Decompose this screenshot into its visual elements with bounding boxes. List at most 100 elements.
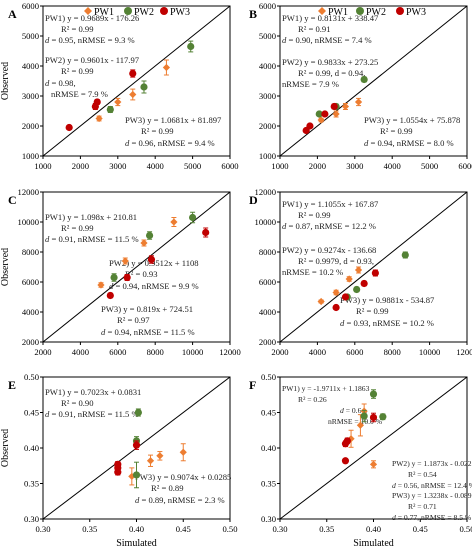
panel-letter: F xyxy=(249,378,256,392)
regression-annotation: d = 0.77, nRMSE = 8.5 % xyxy=(392,513,472,522)
point-pw3 xyxy=(65,123,73,132)
point-pw3 xyxy=(343,437,351,445)
regression-annotation: PW1) y = 1.098x + 210.81 xyxy=(45,212,137,222)
point-pw1 xyxy=(128,472,136,480)
legend-label-pw3: PW3 xyxy=(170,7,190,18)
y-tick-label: 0.50 xyxy=(261,372,276,382)
y-tick-label: 4000 xyxy=(259,61,276,71)
plot-frame xyxy=(42,191,231,343)
point-pw3 xyxy=(332,303,340,312)
regression-annotation: d = 0.91, nRMSE = 11.5 % xyxy=(45,234,139,244)
regression-annotation: PW2) y = 1.1873x - 0.0221 xyxy=(392,459,472,468)
x-tick-label: 1000 xyxy=(271,161,288,171)
point-pw3 xyxy=(93,98,101,106)
x-tick-label: 5000 xyxy=(184,161,201,171)
regression-annotation: d = 0.64, xyxy=(340,406,367,415)
regression-annotation: d = 0.90, nRMSE = 7.4 % xyxy=(282,35,372,45)
x-tick-label: 4000 xyxy=(309,347,326,357)
regression-annotation: PW1) y = 0.9689x - 176.26 xyxy=(45,13,140,23)
point-pw2 xyxy=(106,105,114,114)
y-tick-label: 0.40 xyxy=(261,443,276,453)
x-tick-label: 10000 xyxy=(182,347,203,357)
plot-frame xyxy=(42,5,231,157)
x-tick-label: 5000 xyxy=(421,161,438,171)
regression-annotation: R² = 0.26 xyxy=(298,395,327,404)
x-tick-label: 6000 xyxy=(109,347,126,357)
one-to-one-line xyxy=(279,376,468,520)
point-pw1 xyxy=(341,102,350,111)
point-pw3 xyxy=(369,413,378,422)
point-pw1 xyxy=(317,116,325,124)
y-tick-label: 0.50 xyxy=(24,372,39,382)
legend-label-pw1: PW1 xyxy=(94,7,114,18)
point-pw2 xyxy=(360,412,368,420)
y-tick-label: 4000 xyxy=(22,307,39,317)
y-tick-label: 0.35 xyxy=(24,479,39,489)
y-tick-label: 8000 xyxy=(259,247,276,257)
x-tick-label: 0.50 xyxy=(459,524,472,534)
panel-letter: D xyxy=(249,193,258,207)
point-pw2 xyxy=(369,390,378,398)
point-pw2 xyxy=(132,471,141,479)
x-tick-label: 6000 xyxy=(221,161,238,171)
x-tick-label: 12000 xyxy=(219,347,240,357)
point-pw1 xyxy=(121,257,129,265)
y-axis-label: Observed xyxy=(0,248,11,286)
y-tick-label: 4000 xyxy=(22,61,39,71)
legend-marker-pw3 xyxy=(396,7,404,15)
regression-annotation: R² = 0.99 xyxy=(380,126,413,136)
point-pw2 xyxy=(360,75,368,84)
regression-annotation: d = 0.91, nRMSE = 11.5 % xyxy=(45,409,139,419)
point-pw1 xyxy=(332,110,340,118)
point-pw1 xyxy=(97,281,105,289)
legend-marker-pw2 xyxy=(124,7,132,15)
y-tick-label: 3000 xyxy=(259,91,276,101)
x-tick-label: 1000 xyxy=(34,161,51,171)
x-tick-label: 4000 xyxy=(147,161,164,171)
regression-annotation: PW3) y = 1.0554x + 75.878 xyxy=(364,115,460,125)
x-tick-label: 0.30 xyxy=(35,524,50,534)
y-tick-label: 12000 xyxy=(255,187,276,197)
point-pw3 xyxy=(123,273,131,282)
y-tick-label: 2000 xyxy=(259,337,276,347)
legend-label-pw2: PW2 xyxy=(366,7,386,18)
legend-marker-pw1 xyxy=(318,7,326,15)
point-pw1 xyxy=(369,460,378,468)
x-tick-label: 0.45 xyxy=(413,524,428,534)
regression-annotation: nRMSE = 7.9 % xyxy=(282,79,339,89)
x-tick-label: 8000 xyxy=(147,347,164,357)
x-tick-label: 2000 xyxy=(34,347,51,357)
regression-annotation: PW2) y = 0.9274x - 136.68 xyxy=(282,245,376,255)
x-tick-label: 4000 xyxy=(384,161,401,171)
point-pw1 xyxy=(156,452,164,460)
regression-annotation: d = 0.94, nRMSE = 8.0 % xyxy=(364,138,454,148)
point-pw2 xyxy=(315,110,323,118)
legend-left: PW1 PW2 PW3 xyxy=(84,7,190,18)
x-tick-label: 0.40 xyxy=(129,524,144,534)
point-pw1 xyxy=(162,63,171,72)
regression-annotation: R² = 0.90 xyxy=(61,398,94,408)
regression-annotation: PW1) y = 0.8131x + 338.47 xyxy=(282,13,379,23)
regression-annotation: R² = 0.89 xyxy=(151,483,184,493)
regression-annotation: d = 0.89, nRMSE = 2.3 % xyxy=(135,495,225,505)
y-tick-label: 0.40 xyxy=(24,443,39,453)
point-pw3 xyxy=(330,102,338,111)
y-tick-label: 6000 xyxy=(259,277,276,287)
regression-annotation: R² = 0.71 xyxy=(408,502,437,511)
point-pw3 xyxy=(114,460,122,468)
legend-marker-pw3 xyxy=(160,7,168,15)
regression-annotation: R² = 0.99 xyxy=(61,24,94,34)
regression-annotation: d = 0.94, nRMSE = 9.9 % xyxy=(109,281,199,291)
regression-annotation: d = 0.93, nRMSE = 10.2 % xyxy=(340,318,434,328)
point-pw1 xyxy=(114,98,122,106)
regression-annotation: d = 0.87, nRMSE = 12.2 % xyxy=(282,221,376,231)
regression-annotation: R² = 0.93 xyxy=(125,269,158,279)
y-axis-label: Observed xyxy=(0,62,11,100)
point-pw2 xyxy=(134,408,142,417)
regression-annotation: PW3) y = 0.9881x - 534.87 xyxy=(340,295,435,305)
y-tick-label: 0.45 xyxy=(24,408,39,418)
x-axis-label: Simulated xyxy=(116,538,157,549)
panel-letter: A xyxy=(8,7,17,21)
